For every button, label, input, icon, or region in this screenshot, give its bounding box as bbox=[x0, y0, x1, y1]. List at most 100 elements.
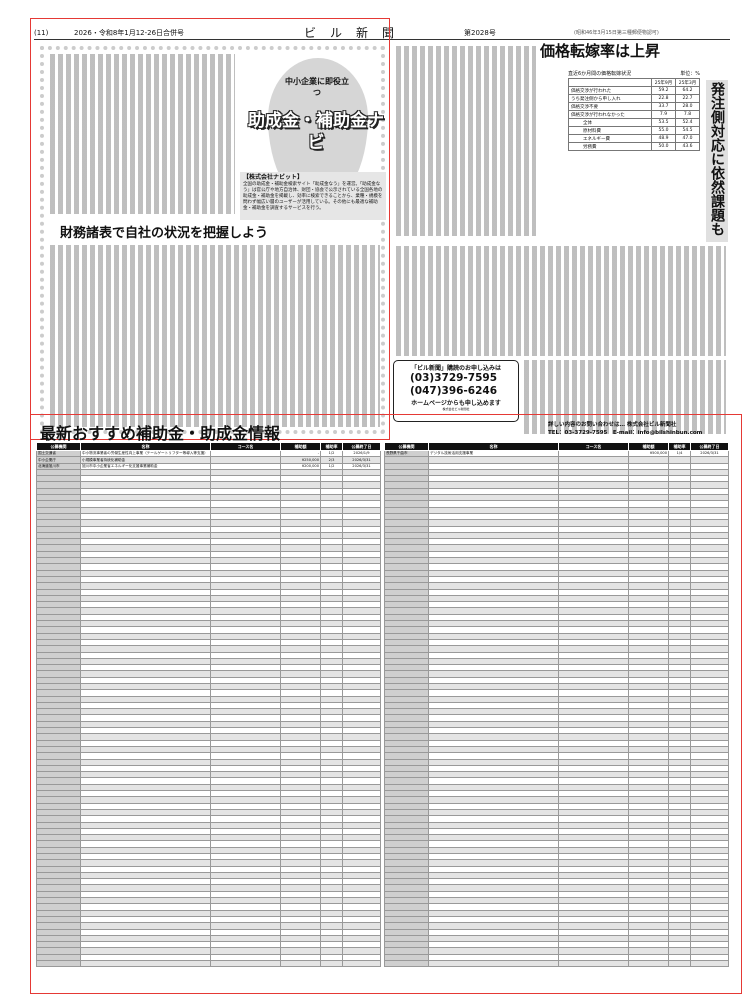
column-header: 補助率 bbox=[668, 442, 691, 451]
postal-note: (昭和46年3月15日第三種郵便物認可) bbox=[574, 30, 659, 36]
feature-subheading: 財務諸表で自社の状況を把握しよう bbox=[60, 226, 269, 241]
table-row: 全体 53.5 52.4 bbox=[568, 118, 700, 127]
table-cell bbox=[558, 960, 629, 968]
table-row bbox=[384, 645, 729, 653]
table-cell bbox=[690, 494, 729, 502]
author-info-box: 【株式会社ナビット】 全国の助成金・補助金検索サイト「助成金なう」を運営。「助成金… bbox=[240, 172, 386, 220]
table-cell: 原材料費 bbox=[568, 126, 652, 135]
subsidy-table-right: 公募機関 名称 コース名 補助額 補助率 公募終了日 長野県千曲市 デジタル技術活用支援事業 ¥… bbox=[384, 442, 729, 968]
table-row bbox=[36, 815, 381, 823]
table-cell: 2026/3/31 bbox=[342, 456, 381, 464]
table-row bbox=[384, 487, 729, 496]
table-row bbox=[36, 909, 381, 917]
table-row bbox=[384, 695, 729, 703]
table-cell: 64.2 bbox=[675, 86, 700, 95]
table-row: 国土交通省 中小物流事業者の労働生産性向上事業（テールゲートリフター等導入等支援）… bbox=[36, 449, 381, 458]
table-cell: 全体 bbox=[568, 118, 652, 127]
table-row bbox=[384, 909, 729, 917]
table-row bbox=[384, 456, 729, 464]
table-cell bbox=[690, 487, 729, 496]
page-header: (11) 2026・令和8年1月12-26日合併号 ビル新聞 第2028号 (昭… bbox=[34, 26, 730, 40]
table-cell bbox=[428, 960, 559, 968]
table-row: 労務費 50.0 43.6 bbox=[568, 142, 700, 151]
table-cell bbox=[342, 468, 381, 477]
table-cell bbox=[342, 487, 381, 496]
table-row bbox=[384, 846, 729, 855]
table-cell bbox=[320, 960, 343, 968]
table-row bbox=[36, 733, 381, 741]
column-header: 公募終了日 bbox=[690, 442, 729, 451]
table-cell bbox=[690, 481, 729, 489]
table-row bbox=[36, 682, 381, 691]
table-row bbox=[36, 745, 381, 754]
column-header: 補助率 bbox=[320, 442, 343, 451]
table-row bbox=[384, 890, 729, 899]
table-row bbox=[36, 468, 381, 477]
table-caption: 直近6か月間の価格転嫁状況 単位：% bbox=[568, 70, 700, 77]
column-header: コース名 bbox=[210, 442, 281, 451]
table-row bbox=[36, 569, 381, 577]
side-headline: 発注側対応に依然課題も bbox=[706, 80, 728, 242]
table-cell: 労務費 bbox=[568, 142, 652, 151]
ad-fax: (047)396-6246 bbox=[410, 385, 498, 397]
table-row bbox=[384, 871, 729, 880]
table-row bbox=[36, 727, 381, 735]
table-cell: 53.5 bbox=[651, 118, 676, 127]
page-number: (11) bbox=[34, 28, 49, 37]
feature-body-text bbox=[50, 245, 380, 427]
info-body: 全国の助成金・補助金検索サイト「助成金なう」を運営。「助成金なう」は官公庁や地方… bbox=[243, 182, 383, 211]
table-row: 長野県千曲市 デジタル技術活用支援事業 ¥500,000 1/4 2026/3/31 bbox=[384, 449, 729, 458]
table-cell bbox=[690, 960, 729, 968]
table-row: 価格交渉が行われた 59.2 64.2 bbox=[568, 86, 700, 95]
table-row bbox=[36, 531, 381, 540]
table-row: うち発注側から申し入れ 22.8 22.7 bbox=[568, 94, 700, 103]
table-cell: 43.6 bbox=[675, 142, 700, 151]
subscription-ad[interactable]: 「ビル新聞」購読のお申し込みは (03)3729-7595 (047)396-6… bbox=[393, 360, 519, 422]
table-row bbox=[36, 834, 381, 842]
column-header: 公募機関 bbox=[384, 442, 429, 451]
table-row bbox=[384, 802, 729, 810]
table-cell bbox=[690, 462, 729, 470]
article-headline: 価格転嫁率は上昇 bbox=[540, 42, 661, 60]
table-cell bbox=[342, 500, 381, 508]
table-row bbox=[384, 808, 729, 817]
table-row: 北海道旭川市 旭川市中小企業省エネルギー化支援事業補助金 ¥200,000 1/2 20… bbox=[36, 462, 381, 470]
table-row bbox=[384, 494, 729, 502]
table-cell bbox=[80, 960, 211, 968]
table-row bbox=[36, 525, 381, 533]
table-cell: 7.9 bbox=[651, 110, 676, 119]
table-row bbox=[36, 500, 381, 508]
subsidy-contact: 詳しい内容のお問い合わせは… 株式会社ビル新聞社 TEL：03-3729-7595… bbox=[548, 421, 702, 437]
unit: 単位：% bbox=[680, 71, 700, 77]
table-cell bbox=[384, 960, 429, 968]
table-row bbox=[36, 771, 381, 779]
subsidy-frame bbox=[30, 414, 742, 994]
column-header: 補助額 bbox=[280, 442, 321, 451]
table-row bbox=[36, 897, 381, 905]
issue-date: 2026・令和8年1月12-26日合併号 bbox=[74, 28, 185, 37]
table-row bbox=[36, 752, 381, 760]
table-cell bbox=[628, 960, 669, 968]
table-cell: 33.7 bbox=[651, 102, 676, 111]
table-row bbox=[36, 941, 381, 949]
paper-name: ビル新聞 bbox=[304, 26, 409, 40]
feature-article bbox=[40, 46, 385, 434]
contact-line: 詳しい内容のお問い合わせは… 株式会社ビル新聞社 bbox=[548, 422, 677, 428]
table-row bbox=[384, 960, 729, 968]
table-row bbox=[36, 607, 381, 615]
table-cell: 52.4 bbox=[675, 118, 700, 127]
table-row bbox=[36, 487, 381, 496]
ad-phone[interactable]: (03)3729-7595 bbox=[410, 372, 498, 384]
table-cell bbox=[280, 960, 321, 968]
table-row bbox=[36, 701, 381, 710]
logo-subtitle: 中小企業に即役立つ bbox=[285, 77, 349, 97]
table-row bbox=[36, 481, 381, 489]
column-header: コース名 bbox=[558, 442, 629, 451]
table-row bbox=[36, 708, 381, 716]
table-cell bbox=[342, 475, 381, 483]
table-row: 中小企業庁 小規模事業者持続化補助金 ¥250,000 2/3 2026/3/31 bbox=[36, 456, 381, 464]
table-row bbox=[384, 594, 729, 603]
table-cell: うち発注側から申し入れ bbox=[568, 94, 652, 103]
table-cell: 50.0 bbox=[651, 142, 676, 151]
caption: 直近6か月間の価格転嫁状況 bbox=[568, 71, 632, 77]
